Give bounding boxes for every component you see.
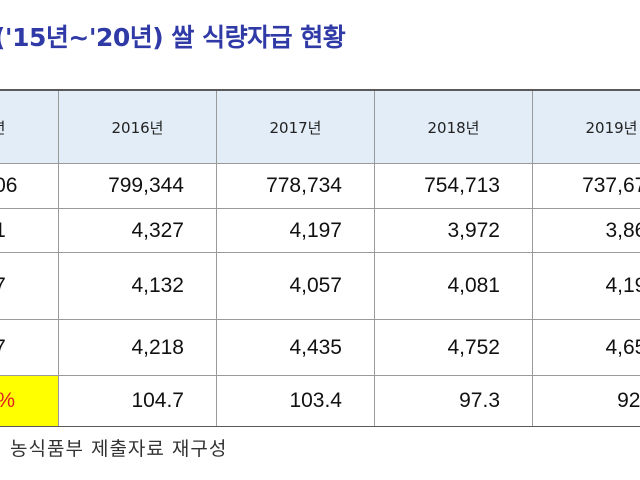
table-cell: 737,673	[532, 163, 640, 209]
table-cell: 103.4	[216, 375, 375, 427]
highlighted-rate-cell: 101.0%	[0, 375, 59, 427]
rice-self-sufficiency-table: 2015년 2016년 2017년 2018년 2019년 815,506 79…	[0, 89, 640, 427]
table-cell: 3,868	[532, 208, 640, 253]
table-cell: 4,198	[532, 252, 640, 320]
header-cell-2016: 2016년	[58, 89, 217, 164]
table-cell: 92.1	[532, 375, 640, 427]
table-cell: 4,197	[216, 208, 375, 253]
table-cell: 4,057	[216, 252, 375, 320]
header-cell-2017: 2017년	[216, 89, 375, 164]
table-row: 101.0% 104.7 103.4 97.3 92.1	[0, 375, 640, 427]
table-cell: 4,327	[58, 208, 217, 253]
table-cell: 4,197	[0, 319, 59, 376]
table-cell: 4,218	[58, 319, 217, 376]
table-cell: 3,972	[374, 208, 533, 253]
table-cell: 4,241	[0, 208, 59, 253]
table-row: 4,197 4,132 4,057 4,081 4,198	[0, 252, 640, 320]
table-cell: 4,197	[0, 252, 59, 320]
table-cell: 4,435	[216, 319, 375, 376]
table-cell: 4,081	[374, 252, 533, 320]
table-cell: 815,506	[0, 163, 59, 209]
table-cell: 754,713	[374, 163, 533, 209]
header-cell-2019: 2019년	[532, 89, 640, 164]
header-cell-2018: 2018년	[374, 89, 533, 164]
table-cell: 4,652	[532, 319, 640, 376]
table-cell: 4,752	[374, 319, 533, 376]
table-row: 4,241 4,327 4,197 3,972 3,868	[0, 208, 640, 253]
table-cell: 97.3	[374, 375, 533, 427]
table-row: 4,197 4,218 4,435 4,752 4,652	[0, 319, 640, 376]
header-cell-2015: 2015년	[0, 89, 59, 164]
table-cell: 778,734	[216, 163, 375, 209]
source-note: 농식품부 제출자료 재구성	[10, 438, 228, 460]
table-cell: 104.7	[58, 375, 217, 427]
table-viewport: 2015년 2016년 2017년 2018년 2019년 815,506 79…	[0, 89, 640, 427]
page-title: ('15년~'20년) 쌀 식량자급 현황	[0, 23, 346, 52]
table-row: 815,506 799,344 778,734 754,713 737,673	[0, 163, 640, 209]
table-cell: 4,132	[58, 252, 217, 320]
header-row: 2015년 2016년 2017년 2018년 2019년	[0, 89, 640, 164]
table-cell: 799,344	[58, 163, 217, 209]
